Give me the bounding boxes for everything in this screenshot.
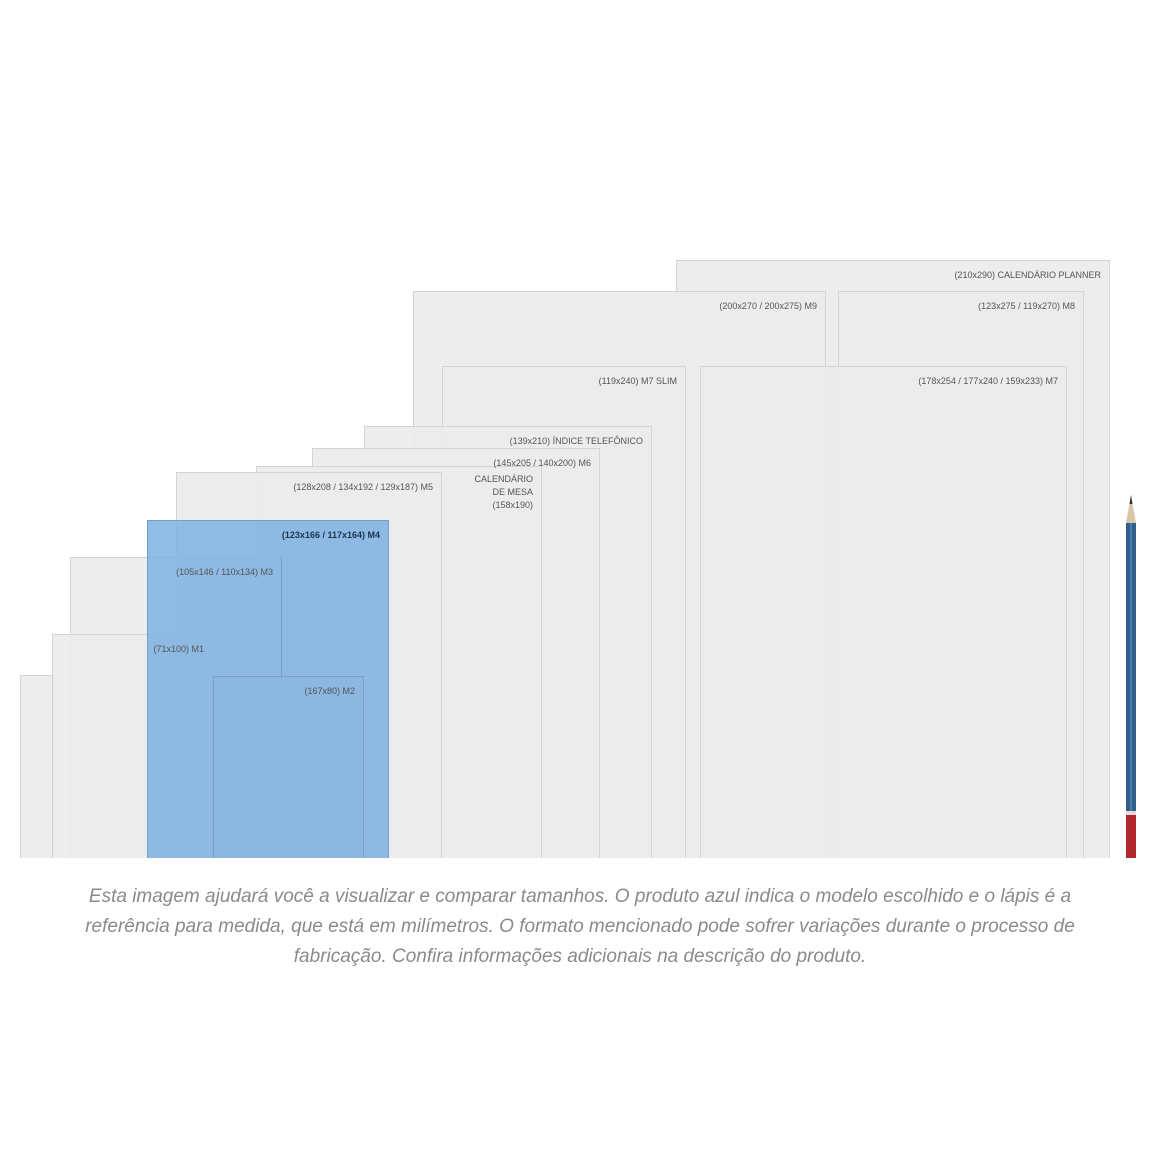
size-label: (119x240) M7 SLIM <box>598 376 677 386</box>
size-label: (200x270 / 200x275) M9 <box>719 301 817 311</box>
size-label: (167x80) M2 <box>304 686 355 696</box>
size-small <box>20 675 54 858</box>
size-label: (178x254 / 177x240 / 159x233) M7 <box>918 376 1058 386</box>
size-label: (123x166 / 117x164) M4 <box>281 530 380 540</box>
size-m7: (178x254 / 177x240 / 159x233) M7 <box>700 366 1067 858</box>
pencil-reference-icon <box>1126 495 1136 858</box>
size-label: CALENDÁRIO DE MESA (158x190) <box>474 474 533 510</box>
size-label: (105x146 / 110x134) M3 <box>176 567 273 577</box>
pencil-lead <box>1129 495 1133 504</box>
pencil-stripe <box>1130 523 1132 813</box>
size-label: (145x205 / 140x200) M6 <box>493 458 591 468</box>
pencil-end <box>1126 815 1136 858</box>
caption: Esta imagem ajudará você a visualizar e … <box>85 886 1075 967</box>
size-label: (123x275 / 119x270) M8 <box>978 301 1075 311</box>
size-label: (139x210) ÍNDICE TELEFÔNICO <box>509 436 643 446</box>
pencil-tip <box>1126 495 1136 523</box>
size-m4-selected: (123x166 / 117x164) M4 <box>147 520 389 858</box>
size-label: (128x208 / 134x192 / 129x187) M5 <box>293 482 433 492</box>
pencil-band <box>1126 811 1136 815</box>
size-m2: (167x80) M2 <box>213 676 364 858</box>
size-label: (210x290) CALENDÁRIO PLANNER <box>954 270 1101 280</box>
m3-overlay-line <box>147 557 282 676</box>
size-label: (71x100) M1 <box>153 644 204 654</box>
